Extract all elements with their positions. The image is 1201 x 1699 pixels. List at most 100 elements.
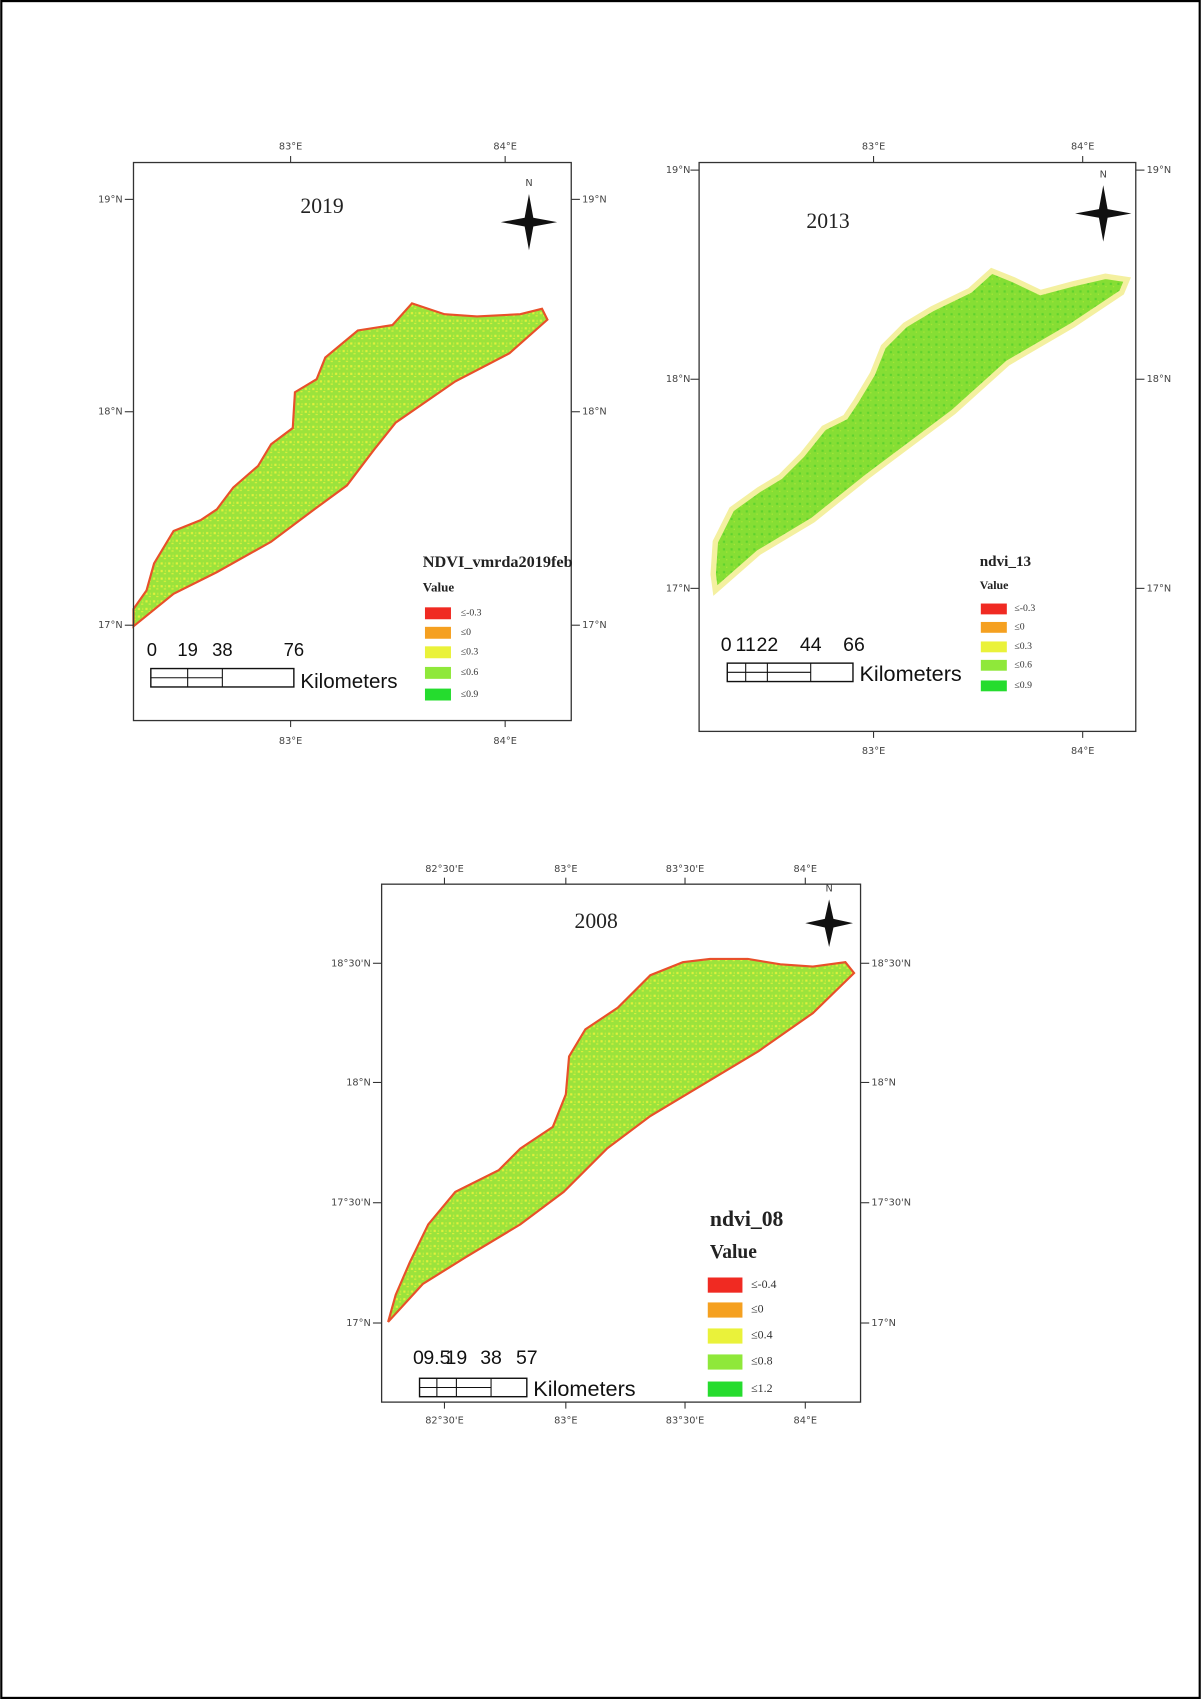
map-year: 2013 xyxy=(806,209,849,233)
legend-title: ndvi_13 xyxy=(980,553,1032,570)
scale-label: 0 xyxy=(147,639,157,660)
top-tick-label: 83°E xyxy=(279,141,302,152)
left-tick-label: 17°N xyxy=(666,583,691,594)
top-tick-label: 82°30'E xyxy=(425,864,464,875)
legend-label: ≤0 xyxy=(1014,622,1024,633)
legend-swatch xyxy=(981,641,1007,652)
scale-label: 19 xyxy=(177,639,197,660)
bottom-tick-label: 84°E xyxy=(794,1416,817,1427)
right-tick-label: 18°N xyxy=(871,1077,896,1088)
legend-swatch xyxy=(708,1382,743,1397)
bottom-tick-label: 83°30'E xyxy=(666,1416,705,1427)
legend-swatch xyxy=(981,604,1007,615)
legend-subtitle: Value xyxy=(980,578,1009,592)
legend-swatch xyxy=(708,1354,743,1369)
bottom-tick-label: 83°E xyxy=(862,746,885,757)
legend-swatch xyxy=(425,667,451,679)
legend-subtitle: Value xyxy=(423,579,455,594)
legend-label: ≤1.2 xyxy=(751,1381,772,1395)
right-tick-label: 17°N xyxy=(582,620,607,631)
legend-swatch xyxy=(425,689,451,701)
left-tick-label: 18°N xyxy=(98,407,123,418)
map-year: 2019 xyxy=(300,194,343,218)
right-tick-label: 17°N xyxy=(1147,583,1172,594)
left-tick-label: 18°30'N xyxy=(331,958,371,969)
page: {"maps": [ {"year": "2019", "top_ticks":… xyxy=(0,0,1201,1699)
scale-label: 22 xyxy=(757,634,779,656)
top-tick-label: 83°E xyxy=(554,864,577,875)
legend-swatch xyxy=(981,680,1007,691)
right-tick-label: 17°30'N xyxy=(871,1198,911,1209)
bottom-tick-label: 83°E xyxy=(279,736,302,747)
scale-label: 38 xyxy=(212,639,232,660)
top-tick-label: 83°E xyxy=(862,141,885,152)
scale-unit: Kilometers xyxy=(533,1376,635,1401)
bottom-tick-label: 83°E xyxy=(554,1416,577,1427)
left-tick-label: 19°N xyxy=(98,194,123,205)
bottom-tick-label: 84°E xyxy=(493,736,516,747)
north-label: N xyxy=(825,884,832,895)
left-tick-label: 17°N xyxy=(346,1318,371,1329)
top-tick-label: 84°E xyxy=(1071,141,1094,152)
bottom-tick-label: 82°30'E xyxy=(425,1416,464,1427)
north-label: N xyxy=(1100,169,1107,180)
scale-label: 0 xyxy=(721,634,732,656)
scale-label: 66 xyxy=(843,634,865,656)
north-label: N xyxy=(525,178,532,189)
legend-swatch xyxy=(425,627,451,639)
legend-label: ≤0.6 xyxy=(1014,660,1032,671)
right-tick-label: 18°N xyxy=(1147,374,1172,385)
left-tick-label: 18°N xyxy=(346,1077,371,1088)
legend-label: ≤0.6 xyxy=(461,667,479,678)
top-tick-label: 83°30'E xyxy=(666,864,705,875)
legend-label: ≤-0.3 xyxy=(1014,603,1035,614)
map-frame xyxy=(382,884,861,1402)
scale-label: 57 xyxy=(516,1347,538,1369)
top-tick-label: 84°E xyxy=(493,141,516,152)
left-tick-label: 17°N xyxy=(98,620,123,631)
legend-swatch xyxy=(981,660,1007,671)
north-arrow xyxy=(805,899,853,947)
scale-unit: Kilometers xyxy=(859,661,961,686)
land-2019 xyxy=(133,303,547,626)
legend-subtitle: Value xyxy=(710,1242,757,1263)
legend-label: ≤0.3 xyxy=(461,647,479,658)
legend-label: ≤0.9 xyxy=(1014,680,1032,691)
right-tick-label: 19°N xyxy=(1147,165,1172,176)
left-tick-label: 17°30'N xyxy=(331,1198,371,1209)
land-2008 xyxy=(388,959,854,1322)
legend-label: ≤0.8 xyxy=(751,1354,772,1368)
legend-swatch xyxy=(981,622,1007,633)
north-arrow xyxy=(1075,185,1131,241)
legend-label: ≤-0.4 xyxy=(751,1277,776,1291)
legend-title: NDVI_vmrda2019feb xyxy=(423,553,573,571)
right-tick-label: 19°N xyxy=(582,194,607,205)
legend-title: ndvi_08 xyxy=(710,1207,784,1231)
map-year: 2008 xyxy=(575,909,618,933)
scale-label: 76 xyxy=(284,639,304,660)
legend-label: ≤0 xyxy=(751,1302,764,1316)
scale-label: 38 xyxy=(480,1347,502,1369)
legend-label: ≤-0.3 xyxy=(461,608,482,619)
legend-swatch xyxy=(708,1302,743,1317)
right-tick-label: 18°N xyxy=(582,407,607,418)
legend-swatch xyxy=(708,1328,743,1343)
right-tick-label: 17°N xyxy=(871,1318,896,1329)
legend-swatch xyxy=(708,1278,743,1293)
legend-swatch xyxy=(425,646,451,658)
right-tick-label: 18°30'N xyxy=(871,958,911,969)
scale-unit: Kilometers xyxy=(300,670,397,693)
left-tick-label: 18°N xyxy=(666,374,691,385)
scale-label: 19 xyxy=(446,1347,468,1369)
legend-label: ≤0.3 xyxy=(1014,641,1032,652)
top-tick-label: 84°E xyxy=(794,864,817,875)
legend-swatch xyxy=(425,607,451,619)
page-border xyxy=(1,1,1199,1698)
scale-label: 44 xyxy=(800,634,822,656)
legend-label: ≤0.4 xyxy=(751,1328,772,1342)
bottom-tick-label: 84°E xyxy=(1071,746,1094,757)
land-2013 xyxy=(713,271,1127,591)
left-tick-label: 19°N xyxy=(666,165,691,176)
figure: 83°E 84°E 83°E 84°E 19°N 18°N 17°N 19°N 18°N 17°N… xyxy=(0,0,1201,1699)
scale-label: 11 xyxy=(736,634,756,656)
